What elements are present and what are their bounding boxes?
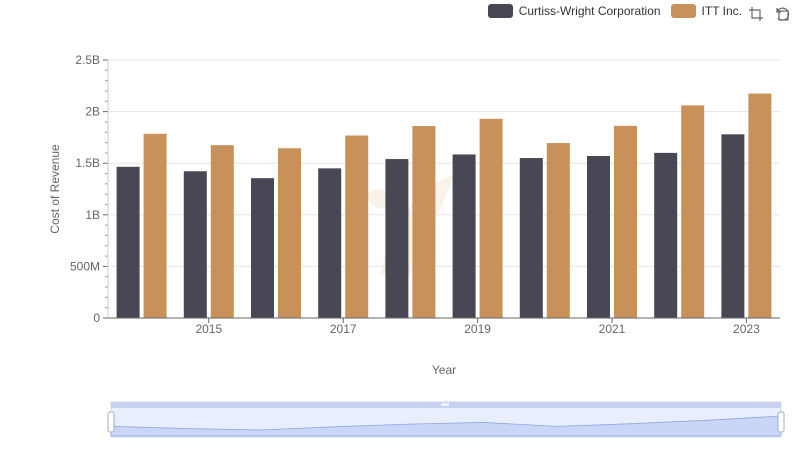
x-tick-label: 2021 [599,322,626,336]
x-axis-label: Year [432,363,456,377]
x-axis: 2015 2017 2019 2021 2023 [108,317,780,336]
bar-itt-2014[interactable] [143,133,167,318]
y-axis-label: Cost of Revenue [48,144,62,234]
bar-itt-2015[interactable] [210,145,234,318]
legend-label-itt: ITT Inc. [701,4,742,18]
x-tick-label: 2019 [464,322,491,336]
bar-curtiss-wright-2019[interactable] [452,154,476,318]
bar-itt-2021[interactable] [614,125,637,318]
bar-itt-2018[interactable] [412,126,436,318]
slider-data-shadow [110,415,782,437]
bar-curtiss-wright-2023[interactable] [721,134,745,318]
chart-toolbox [748,6,790,22]
chart-legend: Curtiss-Wright Corporation ITT Inc. [487,4,742,18]
y-tick-label: 1.5B [75,156,100,170]
bar-curtiss-wright-2014[interactable] [116,166,140,318]
x-tick-label: 2015 [195,322,222,336]
bar-itt-2020[interactable] [546,143,570,318]
legend-label-curtiss-wright: Curtiss-Wright Corporation [518,4,661,18]
y-tick-label: 2.5B [75,53,100,67]
y-tick-label: 0 [93,311,100,325]
bar-curtiss-wright-2016[interactable] [251,178,274,318]
bar-curtiss-wright-2015[interactable] [183,171,207,318]
legend-swatch-curtiss-wright [487,4,513,18]
legend-item-curtiss-wright[interactable]: Curtiss-Wright Corporation [487,4,661,18]
watermark-logo [365,175,455,275]
bar-itt-2016[interactable] [278,148,301,318]
data-zoom-slider[interactable] [107,401,785,438]
legend-item-itt[interactable]: ITT Inc. [670,4,742,18]
x-tick-label: 2023 [733,322,760,336]
bar-curtiss-wright-2021[interactable] [587,155,610,318]
bar-curtiss-wright-2022[interactable] [654,152,678,318]
bar-curtiss-wright-2018[interactable] [385,159,409,318]
slider-right-handle[interactable] [777,411,785,433]
y-tick-label: 2B [85,105,100,119]
bars-group [116,93,772,319]
bar-itt-2022[interactable] [681,105,705,319]
bar-curtiss-wright-2017[interactable] [318,168,342,318]
y-axis-ticks: 0 500M 1B 1.5B 2B 2.5B [70,53,109,325]
bar-itt-2017[interactable] [345,135,369,318]
y-tick-label: 1B [85,208,100,222]
bar-itt-2023[interactable] [748,93,772,318]
y-tick-label: 500M [70,259,100,273]
restore-icon[interactable] [774,6,790,22]
slider-left-handle[interactable] [107,411,115,433]
legend-swatch-itt [670,4,696,18]
x-tick-label: 2017 [330,322,357,336]
bar-curtiss-wright-2020[interactable] [519,158,543,318]
bar-itt-2019[interactable] [479,118,503,318]
grid-lines [108,59,780,267]
zoom-icon[interactable] [748,6,764,22]
slider-grip-icon[interactable] [441,403,449,406]
